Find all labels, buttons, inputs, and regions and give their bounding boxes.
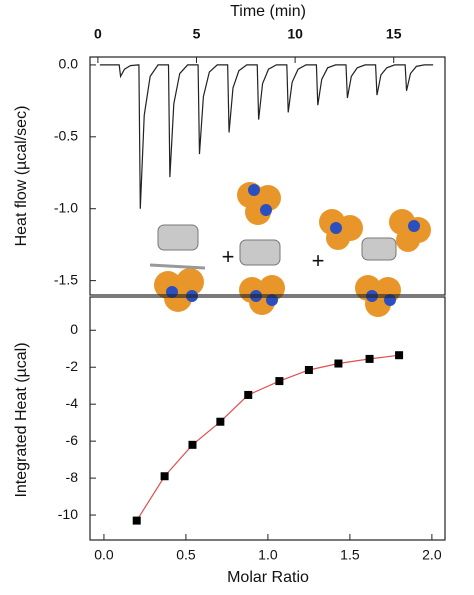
molecule-scheme: + + <box>149 182 431 317</box>
data-line <box>136 354 400 521</box>
x-tick-label: 0.5 <box>176 547 196 563</box>
x-axis-title: Time (min) <box>230 3 306 20</box>
plot-frame <box>89 56 446 296</box>
y-tick-label: -1.5 <box>54 271 78 287</box>
y-tick-label: 0.0 <box>59 56 79 72</box>
data-point <box>304 365 313 374</box>
molecule <box>149 224 206 312</box>
y-tick-label: -1.0 <box>54 199 78 215</box>
plus-sign: + <box>222 244 235 269</box>
data-point <box>365 354 374 363</box>
data-point <box>132 516 141 525</box>
molecule <box>319 209 431 317</box>
x-tick-label: 15 <box>386 26 402 42</box>
x-tick-label: 10 <box>287 26 303 42</box>
x-tick-label: 1.0 <box>258 547 278 563</box>
data-point <box>275 377 284 386</box>
y-tick-label: -4 <box>66 395 79 411</box>
y-axis-title: Integrated Heat (µcal) <box>13 342 30 497</box>
data-point <box>216 417 225 426</box>
x-tick-label: 0 <box>94 26 102 42</box>
y-tick-label: -2 <box>66 358 79 374</box>
y-tick-label: 0 <box>70 321 78 337</box>
plus-sign: + <box>312 248 325 273</box>
x-tick-label: 2.0 <box>422 547 442 563</box>
x-tick-label: 0.0 <box>94 547 114 563</box>
data-point <box>160 472 169 481</box>
data-point <box>334 359 343 368</box>
x-axis-title: Molar Ratio <box>227 569 309 586</box>
y-tick-label: -8 <box>66 469 79 485</box>
data-point <box>395 351 404 360</box>
y-tick-label: -6 <box>66 432 79 448</box>
x-tick-label: 5 <box>193 26 201 42</box>
y-axis-title: Heat flow (µcal/sec) <box>13 106 30 247</box>
data-point <box>188 440 197 449</box>
y-tick-label: -10 <box>58 506 78 522</box>
data-point <box>244 390 253 399</box>
y-tick-label: -0.5 <box>54 128 78 144</box>
plot-frame <box>89 296 446 541</box>
molecule <box>237 182 285 315</box>
data-line <box>99 64 434 209</box>
x-tick-label: 1.5 <box>340 547 360 563</box>
